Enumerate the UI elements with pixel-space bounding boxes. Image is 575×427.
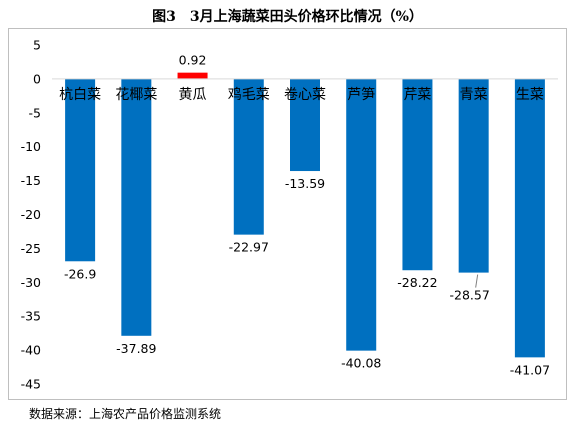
bar xyxy=(346,78,377,351)
data-label: -41.07 xyxy=(510,362,550,377)
category-label: 杭白菜 xyxy=(59,87,101,103)
chart-frame xyxy=(8,28,567,400)
bar xyxy=(290,78,320,172)
bar xyxy=(233,78,264,235)
source-note: 数据来源：上海农产品价格监测系统 xyxy=(29,407,222,421)
data-label: -22.97 xyxy=(229,240,269,255)
y-tick-label: -20 xyxy=(21,207,41,222)
data-label: -28.57 xyxy=(450,288,490,303)
category-label: 花椰菜 xyxy=(115,87,157,103)
category-label: 青菜 xyxy=(460,87,488,103)
y-tick-label: -40 xyxy=(21,343,41,358)
category-label: 生菜 xyxy=(516,87,544,103)
y-tick-label: -25 xyxy=(21,241,41,256)
category-label: 卷心菜 xyxy=(284,87,326,103)
category-label: 芦笋 xyxy=(347,86,375,103)
bar xyxy=(121,78,152,336)
data-label: -26.9 xyxy=(64,266,96,281)
bar-series xyxy=(65,72,545,358)
category-labels: 杭白菜 花椰菜 黄瓜 鸡毛菜 卷心菜 芦笋 芹菜 青菜 生菜 xyxy=(59,86,544,103)
data-label: -40.08 xyxy=(341,356,381,371)
category-label: 鸡毛菜 xyxy=(228,86,270,103)
chart-title: 图3 3月上海蔬菜田头价格环比情况（%） xyxy=(152,9,423,25)
data-labels: -26.9-37.890.92-22.97-13.59-40.08-28.22-… xyxy=(64,53,550,378)
y-tick-label: -10 xyxy=(21,139,41,154)
y-tick-label: -5 xyxy=(29,105,41,120)
y-tick-label: -30 xyxy=(21,275,41,290)
bar xyxy=(514,78,545,358)
bar xyxy=(402,78,433,271)
y-tick-label: 0 xyxy=(33,71,41,86)
data-label: -13.59 xyxy=(285,176,325,191)
data-label: -37.89 xyxy=(116,341,156,356)
data-label: 0.92 xyxy=(179,53,207,68)
data-label: -28.22 xyxy=(397,275,437,290)
y-axis: 5 0 -5 -10 -15 -20 -25 -30 -35 -40 -45 xyxy=(21,38,41,392)
bar xyxy=(177,72,208,79)
bar xyxy=(65,78,96,262)
y-tick-label: -45 xyxy=(21,377,41,392)
category-label: 芹菜 xyxy=(403,87,431,103)
category-label: 黄瓜 xyxy=(179,86,207,103)
y-tick-label: -35 xyxy=(21,309,41,324)
data-label-leader-line xyxy=(475,274,479,288)
bar xyxy=(458,78,489,273)
y-tick-label: 5 xyxy=(33,38,41,53)
y-tick-label: -15 xyxy=(21,173,41,188)
